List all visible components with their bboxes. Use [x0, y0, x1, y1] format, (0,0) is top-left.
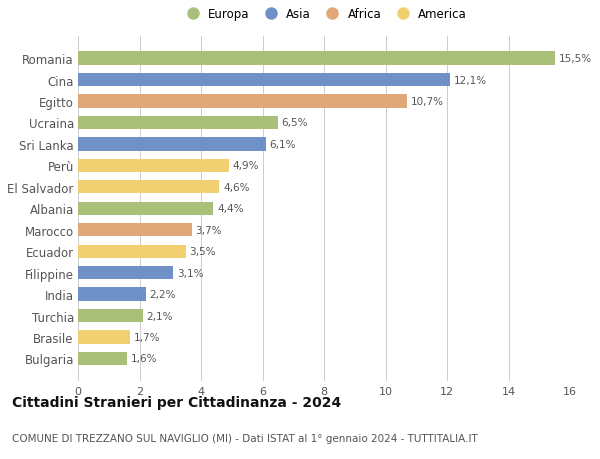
- Text: 3,5%: 3,5%: [190, 246, 216, 257]
- Text: 4,6%: 4,6%: [223, 182, 250, 192]
- Text: 12,1%: 12,1%: [454, 75, 487, 85]
- Text: 2,1%: 2,1%: [146, 311, 173, 321]
- Bar: [78, 159, 229, 173]
- Bar: [78, 202, 214, 215]
- Text: COMUNE DI TREZZANO SUL NAVIGLIO (MI) - Dati ISTAT al 1° gennaio 2024 - TUTTITALI: COMUNE DI TREZZANO SUL NAVIGLIO (MI) - D…: [12, 433, 478, 442]
- Bar: [78, 288, 146, 301]
- Text: 4,9%: 4,9%: [232, 161, 259, 171]
- Bar: [78, 245, 185, 258]
- Text: 1,6%: 1,6%: [131, 354, 157, 364]
- Text: 6,1%: 6,1%: [269, 140, 296, 150]
- Bar: [78, 224, 192, 237]
- Bar: [78, 266, 173, 280]
- Bar: [78, 309, 143, 323]
- Text: 15,5%: 15,5%: [559, 54, 592, 64]
- Bar: [78, 181, 220, 194]
- Text: Cittadini Stranieri per Cittadinanza - 2024: Cittadini Stranieri per Cittadinanza - 2…: [12, 395, 341, 409]
- Bar: [78, 74, 450, 87]
- Bar: [78, 330, 130, 344]
- Text: 1,7%: 1,7%: [134, 332, 160, 342]
- Bar: [78, 117, 278, 130]
- Text: 10,7%: 10,7%: [411, 97, 444, 107]
- Bar: [78, 52, 554, 66]
- Text: 3,7%: 3,7%: [196, 225, 222, 235]
- Text: 2,2%: 2,2%: [149, 290, 176, 299]
- Bar: [78, 95, 407, 108]
- Bar: [78, 138, 266, 151]
- Legend: Europa, Asia, Africa, America: Europa, Asia, Africa, America: [176, 3, 472, 25]
- Text: 3,1%: 3,1%: [177, 268, 203, 278]
- Bar: [78, 352, 127, 365]
- Text: 4,4%: 4,4%: [217, 204, 244, 214]
- Text: 6,5%: 6,5%: [281, 118, 308, 128]
